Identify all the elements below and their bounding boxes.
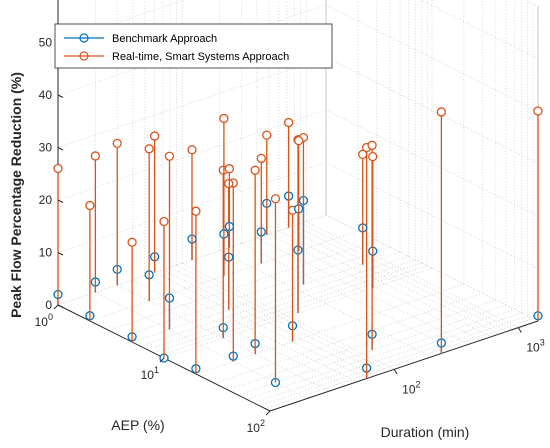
marker-smart	[533, 106, 543, 116]
floor-gridline	[121, 246, 390, 338]
z-tick-label: 30	[39, 141, 53, 155]
y-tick-mark	[517, 327, 522, 333]
side-wall-gridline	[325, 57, 539, 164]
floor-gridline	[169, 267, 383, 374]
marker-smart	[224, 164, 235, 174]
marker-smart	[159, 216, 169, 227]
floor-gridline	[306, 221, 519, 328]
side-wall-gridline	[325, 109, 539, 217]
legend-box	[54, 23, 333, 69]
stems-layer	[53, 106, 543, 388]
floor-gridline	[144, 275, 357, 383]
marker-smart	[144, 144, 154, 154]
side-wall-gridline	[325, 214, 539, 322]
marker-smart	[250, 165, 260, 175]
x-tick-label: 102	[247, 418, 265, 435]
floor-gridline	[147, 259, 416, 351]
floor-gridline	[154, 272, 367, 379]
floor-gridline	[227, 299, 496, 391]
floor-gridline	[108, 239, 377, 331]
marker-smart	[256, 153, 266, 164]
marker-smart	[164, 151, 175, 161]
marker-smart	[224, 178, 234, 189]
floor-gridline	[95, 292, 308, 399]
legend-label-smart: Real-time, Smart Systems Approach	[112, 51, 289, 63]
legend-marker-smart	[79, 51, 89, 61]
marker-smart	[112, 138, 122, 149]
legend-label-benchmark: Benchmark Approach	[112, 33, 217, 45]
floor-gridline	[246, 308, 515, 400]
y-tick-mark	[393, 369, 398, 375]
y-tick-label: 103	[526, 338, 544, 355]
x-tick-mark	[53, 304, 59, 310]
floor-gridline	[162, 269, 376, 377]
marker-smart	[358, 149, 368, 159]
marker-smart	[436, 107, 447, 117]
z-tick-label: 0	[45, 298, 52, 312]
floor-gridline	[219, 250, 432, 358]
x-tick-label: 100	[35, 312, 53, 329]
floor-gridline	[265, 318, 534, 409]
marker-smart	[262, 130, 272, 140]
legend-entry-smart: Real-time, Smart Systems Approach	[64, 51, 289, 63]
marker-smart	[219, 113, 229, 124]
marker-smart	[85, 200, 95, 211]
marker-smart	[191, 206, 201, 216]
z-tick-mark	[57, 147, 64, 151]
z-tick-mark	[57, 252, 64, 256]
floor-gridline	[286, 227, 500, 335]
floor-gridline	[259, 315, 528, 407]
floor-gridline	[278, 230, 491, 338]
z-tick-label: 50	[39, 36, 53, 50]
x-axis-label: AEP (%)	[111, 417, 164, 433]
y-axis-line	[269, 320, 539, 412]
floor-gridline	[268, 233, 482, 341]
marker-smart	[294, 135, 304, 146]
x-tick-label: 101	[141, 365, 159, 382]
side-wall-gridline	[325, 4, 539, 112]
z-axis-label: Peak Flow Percentage Reduction (%)	[8, 72, 24, 318]
marker-smart	[53, 163, 63, 174]
floor-gridline	[176, 264, 389, 372]
x-tick-mark	[265, 410, 271, 416]
marker-smart	[90, 151, 101, 161]
marker-smart	[367, 140, 377, 150]
marker-smart	[127, 237, 137, 247]
x-tick-mark	[159, 357, 165, 363]
z-tick-mark	[57, 304, 64, 308]
z-tick-label: 10	[39, 246, 53, 260]
z-tick-label: 40	[39, 88, 53, 102]
floor-gridline	[253, 312, 522, 404]
legend: Benchmark Approach Real-time, Smart Syst…	[54, 23, 333, 69]
marker-smart	[368, 151, 378, 162]
floor-gridline	[182, 262, 395, 370]
floor-gridline	[294, 225, 507, 332]
legend-entry-benchmark: Benchmark Approach	[64, 33, 217, 45]
y-axis-label: Duration (min)	[381, 424, 470, 440]
marker-smart	[187, 145, 197, 155]
marker-smart	[270, 194, 281, 204]
floor-gridline	[195, 283, 465, 375]
floor-gridline	[300, 223, 513, 330]
floor-gridline	[214, 292, 483, 384]
floor-gridline	[140, 255, 409, 347]
back-wall-gridline	[57, 57, 327, 148]
z-tick-label: 20	[39, 193, 53, 207]
legend-marker-benchmark	[79, 33, 89, 43]
floor-gridline	[117, 284, 330, 392]
y-tick-label: 102	[402, 379, 420, 396]
marker-smart	[283, 117, 294, 128]
floor-gridline	[241, 243, 454, 350]
floor-gridline	[131, 251, 401, 343]
marker-smart	[149, 131, 160, 141]
floor-gridline	[153, 262, 422, 354]
z-tick-mark	[57, 199, 64, 203]
z-tick-mark	[57, 94, 64, 98]
side-wall-gridline	[325, 162, 539, 269]
